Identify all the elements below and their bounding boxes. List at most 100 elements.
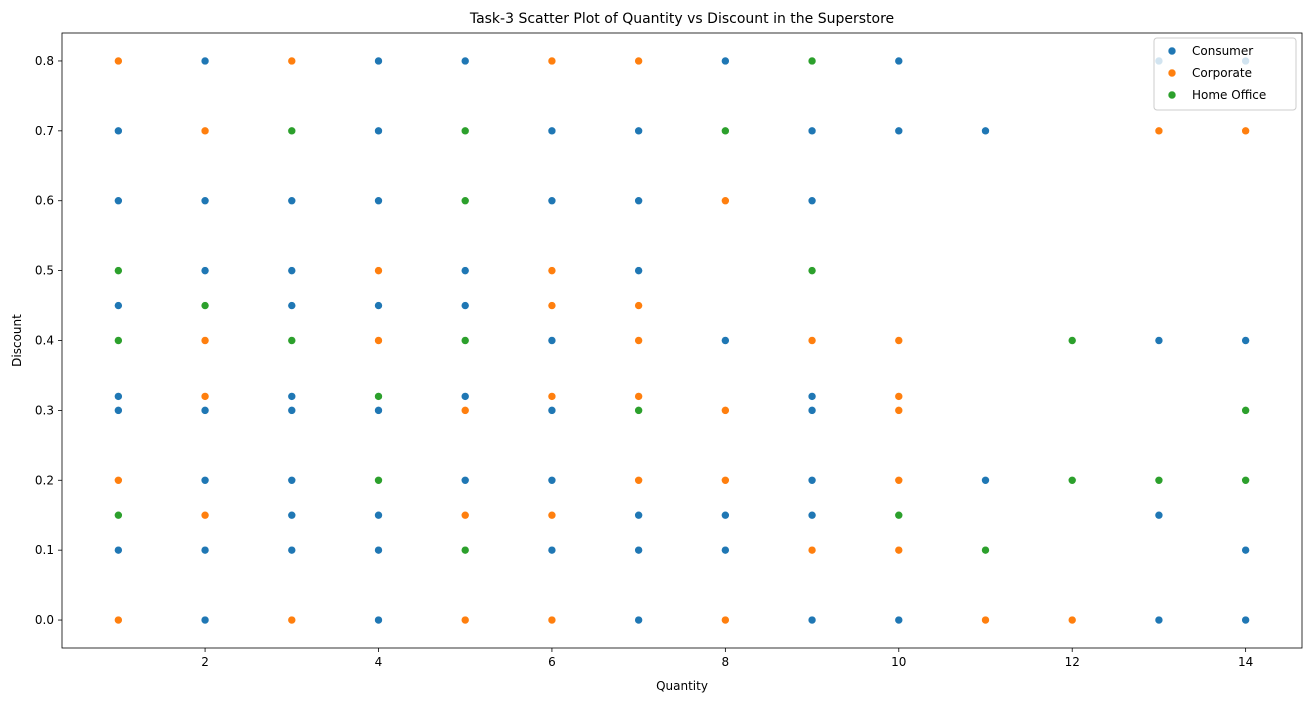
y-axis-ticks: 0.0 0.1 0.2 0.3 0.4 0.5 0.6 0.7 0.8 <box>35 54 62 627</box>
corporate-point <box>547 301 557 310</box>
consumer-point <box>1154 510 1164 520</box>
corporate-point <box>460 406 470 415</box>
corporate-point <box>634 56 643 66</box>
home-office-point <box>807 56 817 66</box>
home-office-point <box>981 545 990 555</box>
consumer-point <box>547 545 557 555</box>
corporate-point <box>547 392 557 401</box>
consumer-point <box>287 196 297 206</box>
legend-marker-home-office <box>1167 90 1177 100</box>
x-tick-label: 8 <box>722 655 730 669</box>
home-office-point <box>1241 475 1250 485</box>
consumer-point <box>1154 615 1164 625</box>
corporate-point <box>894 406 904 415</box>
corporate-point <box>114 475 123 485</box>
consumer-point <box>200 545 210 555</box>
corporate-point <box>721 196 730 206</box>
x-tick-label: 14 <box>1238 655 1253 669</box>
consumer-point <box>374 126 383 136</box>
home-office-point <box>894 510 904 520</box>
corporate-point <box>721 406 730 415</box>
corporate-point <box>460 615 470 625</box>
corporate-point <box>374 266 383 275</box>
consumer-point <box>807 392 817 401</box>
y-tick-label: 0.1 <box>35 543 54 557</box>
consumer-point <box>894 615 904 625</box>
legend-box <box>1153 37 1297 111</box>
consumer-point <box>287 510 297 520</box>
legend-marker-consumer <box>1167 46 1177 56</box>
corporate-point <box>981 615 990 625</box>
consumer-point <box>374 301 383 310</box>
home-office-point <box>287 126 297 136</box>
consumer-point <box>634 126 643 136</box>
x-axis-ticks: 2 4 6 8 10 12 14 <box>201 648 1253 669</box>
legend: Consumer Corporate Home Office <box>1153 37 1297 111</box>
consumer-point <box>287 406 297 415</box>
consumer-point <box>634 545 643 555</box>
corporate-point <box>114 615 123 625</box>
legend-label-consumer: Consumer <box>1192 44 1253 58</box>
consumer-point <box>200 615 210 625</box>
x-tick-label: 12 <box>1065 655 1080 669</box>
corporate-point <box>634 392 643 401</box>
consumer-point <box>200 475 210 485</box>
corporate-point <box>374 336 383 345</box>
corporate-point <box>894 475 904 485</box>
home-office-point <box>1154 475 1164 485</box>
consumer-point <box>374 615 383 625</box>
x-tick-label: 2 <box>201 655 209 669</box>
consumer-point <box>287 266 297 275</box>
legend-label-corporate: Corporate <box>1192 66 1252 80</box>
corporate-point <box>460 510 470 520</box>
consumer-point <box>894 126 904 136</box>
x-tick-label: 10 <box>891 655 906 669</box>
y-tick-label: 0.2 <box>35 473 54 487</box>
corporate-point <box>894 545 904 555</box>
consumer-point <box>287 301 297 310</box>
consumer-point <box>547 126 557 136</box>
consumer-point <box>981 126 990 136</box>
home-office-point <box>374 392 383 401</box>
consumer-point <box>807 475 817 485</box>
consumer-point <box>807 126 817 136</box>
x-tick-label: 4 <box>375 655 383 669</box>
home-office-point <box>200 301 210 310</box>
y-tick-label: 0.0 <box>35 613 54 627</box>
corporate-point <box>634 475 643 485</box>
consumer-point <box>114 301 123 310</box>
consumer-point <box>1241 336 1250 345</box>
consumer-point <box>1241 545 1250 555</box>
y-tick-label: 0.7 <box>35 124 54 138</box>
consumer-point <box>721 545 730 555</box>
consumer-point <box>547 406 557 415</box>
home-office-point <box>460 545 470 555</box>
y-tick-label: 0.5 <box>35 264 54 278</box>
consumer-point <box>460 56 470 66</box>
home-office-point <box>634 406 643 415</box>
y-tick-label: 0.6 <box>35 194 54 208</box>
consumer-point <box>287 545 297 555</box>
consumer-point <box>721 336 730 345</box>
consumer-point <box>200 56 210 66</box>
consumer-point <box>200 406 210 415</box>
corporate-point <box>721 475 730 485</box>
chart-title: Task-3 Scatter Plot of Quantity vs Disco… <box>469 11 894 27</box>
consumer-point <box>807 196 817 206</box>
consumer-point <box>287 475 297 485</box>
corporate-point <box>547 266 557 275</box>
corporate-point <box>634 301 643 310</box>
corporate-point <box>200 126 210 136</box>
consumer-point <box>981 475 990 485</box>
corporate-point <box>807 336 817 345</box>
corporate-point <box>200 510 210 520</box>
home-office-point <box>460 126 470 136</box>
consumer-point <box>807 510 817 520</box>
consumer-point <box>114 392 123 401</box>
consumer-point <box>807 406 817 415</box>
plot-frame <box>61 32 1303 649</box>
corporate-point <box>1067 615 1077 625</box>
consumer-point <box>1241 615 1250 625</box>
home-office-point <box>1241 406 1250 415</box>
